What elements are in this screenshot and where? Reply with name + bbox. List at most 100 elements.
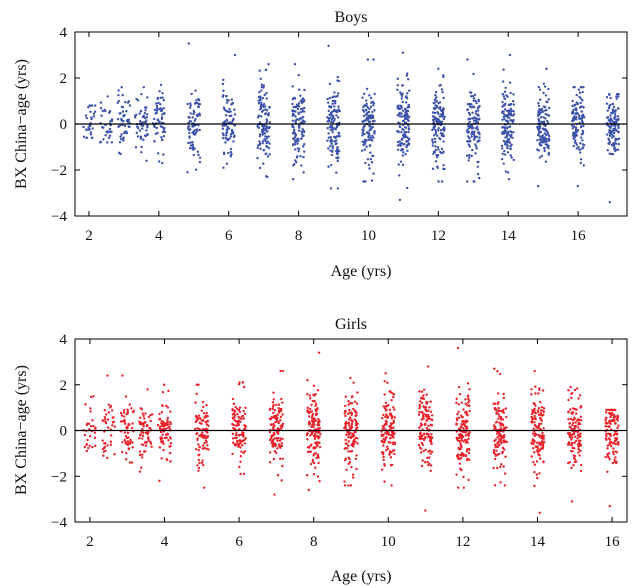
girls-data-point — [160, 411, 164, 414]
girls-data-point — [353, 438, 356, 441]
boys-data-point — [303, 130, 306, 134]
girls-data-point — [615, 437, 619, 441]
girls-data-point — [392, 441, 395, 444]
girls-data-point — [355, 402, 359, 405]
boys-data-point — [298, 88, 301, 91]
girls-data-point — [89, 434, 92, 438]
boys-data-point — [264, 124, 267, 127]
boys-data-point — [294, 105, 297, 109]
girls-data-point — [123, 420, 126, 424]
girls-data-point — [499, 481, 502, 484]
boys-data-point — [467, 143, 471, 146]
boys-data-point — [332, 119, 336, 122]
boys-data-point — [369, 128, 373, 131]
girls-data-point — [467, 451, 471, 455]
boys-data-point — [573, 141, 577, 144]
boys-data-point — [407, 142, 411, 145]
girls-data-point — [106, 456, 109, 460]
girls-data-point — [343, 458, 347, 462]
girls-data-point — [383, 480, 386, 483]
boys-data-point — [297, 104, 301, 108]
boys-data-point — [435, 96, 438, 99]
girls-data-point — [607, 408, 611, 412]
girls-data-point — [608, 419, 612, 423]
girls-data-point — [502, 434, 506, 437]
boys-data-point — [467, 159, 470, 162]
girls-data-point — [534, 417, 537, 421]
girls-data-point — [101, 439, 104, 442]
boys-data-point — [90, 117, 93, 121]
boys-data-point — [87, 106, 90, 109]
boys-data-point — [258, 121, 262, 124]
boys-data-point — [260, 89, 263, 92]
boys-data-point — [82, 125, 85, 129]
girls-data-point — [312, 446, 315, 449]
girls-data-point — [430, 414, 434, 417]
boys-data-point — [197, 124, 200, 127]
girls-data-point — [579, 415, 583, 419]
boys-data-point — [407, 103, 411, 107]
girls-data-point — [120, 450, 124, 454]
boys-data-point — [406, 92, 409, 95]
girls-data-point — [277, 411, 281, 414]
girls-data-point — [455, 397, 458, 401]
girls-data-point — [356, 391, 359, 394]
girls-data-point — [351, 442, 354, 446]
boys-data-point — [610, 152, 613, 156]
girls-data-point — [392, 406, 395, 409]
boys-data-point — [333, 117, 336, 121]
girls-data-point — [493, 484, 497, 487]
boys-data-point — [401, 154, 405, 157]
boys-data-point — [331, 99, 335, 103]
boys-data-point — [120, 118, 123, 122]
girls-data-point — [194, 427, 197, 431]
boys-data-point — [337, 132, 341, 135]
boys-data-point — [503, 118, 506, 121]
boys-data-point — [504, 86, 507, 89]
boys-data-point — [613, 109, 617, 113]
boys-data-point — [372, 104, 375, 107]
girls-data-point — [307, 410, 310, 413]
girls-data-point — [576, 437, 579, 440]
boys-data-point — [538, 156, 542, 159]
boys-data-point — [538, 107, 541, 111]
girls-data-point — [350, 422, 354, 426]
boys-data-point — [547, 137, 551, 140]
boys-data-point — [222, 78, 225, 82]
girls-data-point — [235, 432, 238, 435]
boys-data-point — [543, 132, 546, 135]
girls-data-point — [145, 424, 149, 428]
girls-data-point — [130, 461, 134, 464]
girls-data-point — [280, 442, 284, 445]
boys-data-point — [578, 117, 581, 120]
boys-data-point — [366, 111, 369, 114]
girls-data-point — [313, 394, 316, 397]
girls-data-point — [309, 462, 313, 466]
girls-data-point — [348, 418, 351, 421]
girls-data-point — [141, 437, 144, 440]
girls-data-point — [539, 417, 543, 421]
girls-data-point — [380, 451, 384, 454]
boys-data-point — [222, 134, 225, 137]
boys-data-point — [431, 115, 435, 118]
boys-data-point — [512, 131, 515, 134]
girls-data-point — [421, 414, 425, 418]
boys-data-point — [399, 160, 403, 163]
boys-data-point — [258, 90, 261, 94]
girls-data-point — [617, 443, 620, 446]
boys-data-point — [362, 126, 365, 129]
boys-data-point — [155, 104, 159, 108]
girls-data-point — [422, 397, 426, 400]
girls-data-point — [205, 440, 208, 444]
boys-data-point — [477, 131, 481, 134]
girls-data-point — [429, 452, 432, 455]
boys-data-point — [506, 109, 510, 112]
girls-data-point — [169, 441, 173, 445]
girls-data-point — [124, 395, 128, 398]
boys-data-point — [612, 135, 615, 138]
boys-data-point — [507, 138, 510, 141]
boys-data-point — [108, 134, 112, 137]
boys-data-point — [328, 113, 331, 117]
girls-data-point — [567, 410, 570, 414]
girls-data-point — [570, 444, 574, 447]
